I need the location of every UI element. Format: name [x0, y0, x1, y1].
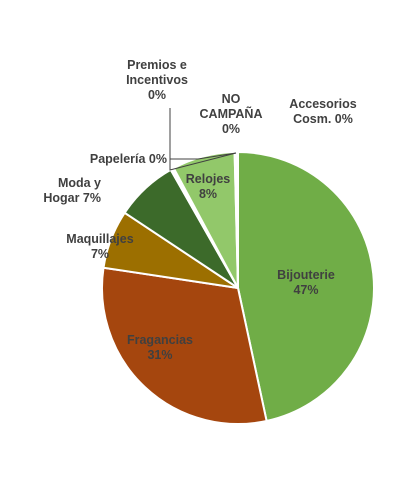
pie-slice-fragancias: [101, 266, 268, 425]
data-label-accesorios-cosm-: Accesorios Cosm. 0%: [289, 97, 356, 126]
pie-slice-bijouterie: [237, 150, 375, 423]
data-label-no-campaña: NO CAMPAÑA 0%: [200, 92, 263, 136]
leader-line-premios-e-incentivos: [169, 108, 237, 171]
data-label-moda-y-hogar: Moda y Hogar 7%: [43, 176, 101, 205]
data-label-relojes: Relojes 8%: [186, 172, 231, 201]
data-label-maquillajes: Maquillajes 7%: [66, 232, 133, 261]
data-labels: Bijouterie 47% Fragancias 31% Maquillajes 7% M…: [43, 58, 356, 362]
data-label-premios-e-incentivos: Premios e Incentivos 0%: [126, 58, 188, 102]
data-label-fragancias: Fragancias 31%: [127, 333, 193, 362]
data-label-bijouterie: Bijouterie 47%: [277, 268, 335, 297]
leader-lines: [169, 108, 237, 171]
data-label-papeler-a: Papelería 0%: [90, 152, 167, 166]
pie-slice-accesorios-cosm-: [235, 150, 239, 289]
leader-line-papeler-a: [170, 152, 237, 160]
pie-slices: [101, 150, 375, 425]
